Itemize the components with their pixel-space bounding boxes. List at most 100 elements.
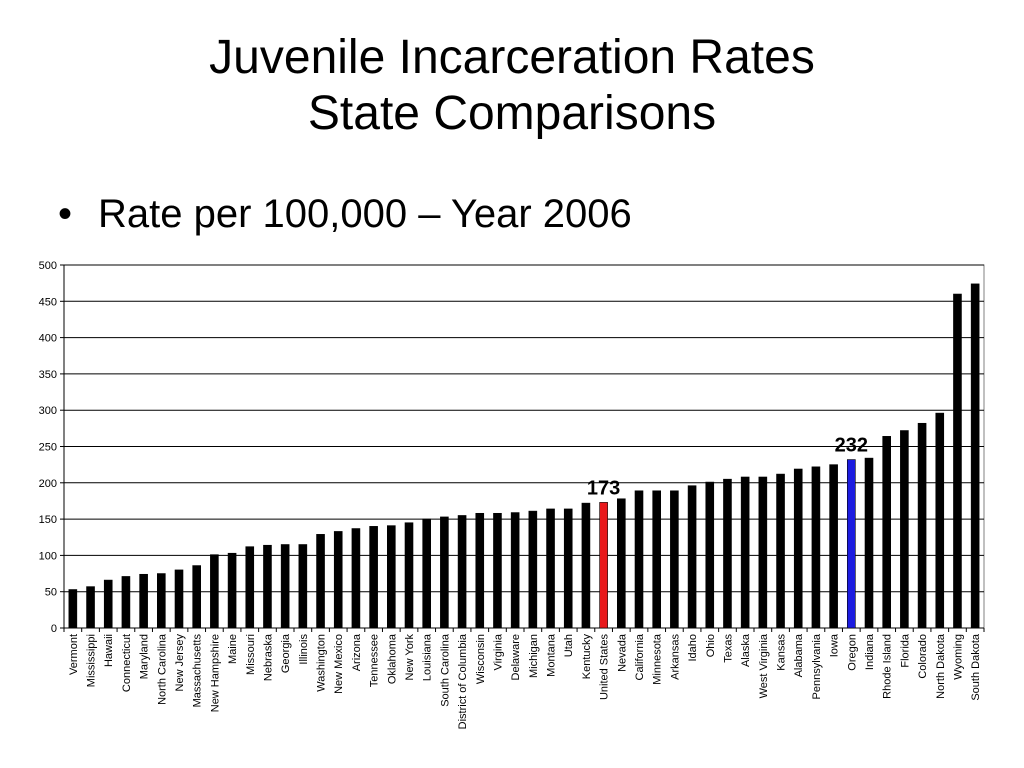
bar: [546, 508, 555, 629]
x-tick-label: Tennessee: [369, 634, 381, 687]
bar: [333, 531, 343, 629]
x-tick-label: Michigan: [528, 634, 540, 678]
bar: [953, 293, 962, 629]
x-tick-label: Nevada: [616, 633, 628, 672]
x-tick-label: Wisconsin: [475, 634, 487, 684]
bar: [723, 478, 732, 629]
bar: [617, 498, 626, 629]
x-tick-label: Oregon: [846, 634, 858, 671]
bar: [475, 512, 485, 629]
x-tick-label: New York: [404, 634, 416, 681]
y-tick-label: 150: [39, 514, 57, 526]
x-tick-label: Massachusetts: [192, 634, 204, 708]
x-tick-label: Minnesota: [652, 633, 664, 685]
bar: [935, 412, 945, 629]
x-tick-label: New Hampshire: [209, 634, 221, 712]
bar: [457, 515, 467, 629]
bar: [970, 283, 980, 629]
x-tick-label: Hawaii: [103, 634, 115, 667]
bar: [351, 528, 361, 629]
slide-title: Juvenile Incarceration Rates State Compa…: [0, 30, 1024, 142]
bar: [369, 526, 378, 629]
bullet-text: Rate per 100,000 – Year 2006: [98, 192, 632, 236]
x-tick-label: Ohio: [705, 634, 717, 657]
x-tick-label: Alaska: [740, 633, 752, 667]
x-tick-label: Texas: [722, 634, 734, 663]
x-tick-label: New Mexico: [333, 634, 345, 694]
x-tick-label: North Carolina: [156, 633, 168, 705]
x-tick-label: Virginia: [492, 633, 504, 670]
bar: [776, 473, 785, 629]
bar: [864, 457, 874, 629]
x-tick-label: Maryland: [139, 634, 151, 679]
bar: [174, 569, 184, 629]
x-tick-label: Arkansas: [669, 634, 681, 680]
y-tick-label: 350: [39, 369, 57, 381]
x-tick-label: Nebraska: [262, 633, 274, 681]
bar: [404, 522, 414, 629]
x-tick-label: Indiana: [864, 633, 876, 670]
bar: [157, 573, 166, 629]
bar: [687, 485, 697, 629]
x-tick-label: Kansas: [776, 634, 788, 671]
title-line-2: State Comparisons: [307, 87, 717, 140]
bar: [634, 490, 644, 629]
bar: [210, 554, 219, 629]
x-tick-label: Florida: [899, 633, 911, 668]
bar: [811, 466, 821, 629]
bar: [68, 589, 78, 629]
x-tick-label: Alabama: [793, 633, 805, 677]
bar: [139, 573, 148, 629]
y-tick-label: 0: [51, 623, 57, 635]
y-tick-label: 200: [39, 478, 57, 490]
x-tick-label: Oklahoma: [386, 633, 398, 684]
bar: [917, 422, 927, 629]
bar: [829, 464, 838, 629]
bar: [192, 565, 201, 629]
bar: [758, 476, 768, 629]
y-tick-label: 250: [39, 442, 57, 454]
y-tick-label: 400: [39, 333, 57, 345]
x-tick-label: Maine: [227, 634, 239, 664]
bar: [510, 512, 520, 629]
x-tick-label: Wyoming: [952, 634, 964, 680]
bar: [581, 502, 591, 629]
x-tick-label: Rhode Island: [882, 634, 894, 699]
bar: [652, 490, 661, 629]
bar: [387, 525, 396, 629]
x-tick-label: Arizona: [351, 633, 363, 671]
bar: [900, 430, 909, 629]
bar: [86, 586, 95, 629]
x-tick-label: Utah: [563, 634, 575, 657]
bar: [440, 516, 449, 629]
x-tick-label: United States: [599, 634, 611, 701]
y-tick-label: 50: [45, 587, 57, 599]
x-tick-label: Missouri: [245, 634, 257, 675]
x-tick-label: District of Columbia: [457, 633, 469, 729]
x-tick-label: Washington: [316, 634, 328, 692]
x-tick-label: Colorado: [917, 634, 929, 679]
bar: [528, 510, 538, 629]
bar: [316, 534, 325, 629]
x-tick-label: Mississippi: [86, 634, 98, 687]
y-tick-label: 300: [39, 405, 57, 417]
bar: [245, 546, 255, 629]
bar: [670, 490, 679, 629]
bar: [793, 468, 803, 629]
bar: [563, 508, 573, 629]
bar: [493, 512, 502, 629]
bar: [227, 552, 237, 629]
x-tick-label: Illinois: [298, 634, 310, 665]
x-tick-label: Delaware: [510, 634, 522, 680]
x-tick-label: Connecticut: [121, 634, 133, 692]
bar: [121, 576, 131, 629]
bar: [103, 579, 113, 629]
x-tick-label: Pennsylvania: [811, 633, 823, 699]
x-tick-label: Vermont: [68, 634, 80, 675]
x-tick-label: West Virginia: [758, 633, 770, 698]
title-line-1: Juvenile Incarceration Rates: [209, 31, 815, 84]
bullet-marker: •: [58, 192, 73, 236]
bar: [280, 544, 290, 629]
bar: [298, 544, 308, 629]
